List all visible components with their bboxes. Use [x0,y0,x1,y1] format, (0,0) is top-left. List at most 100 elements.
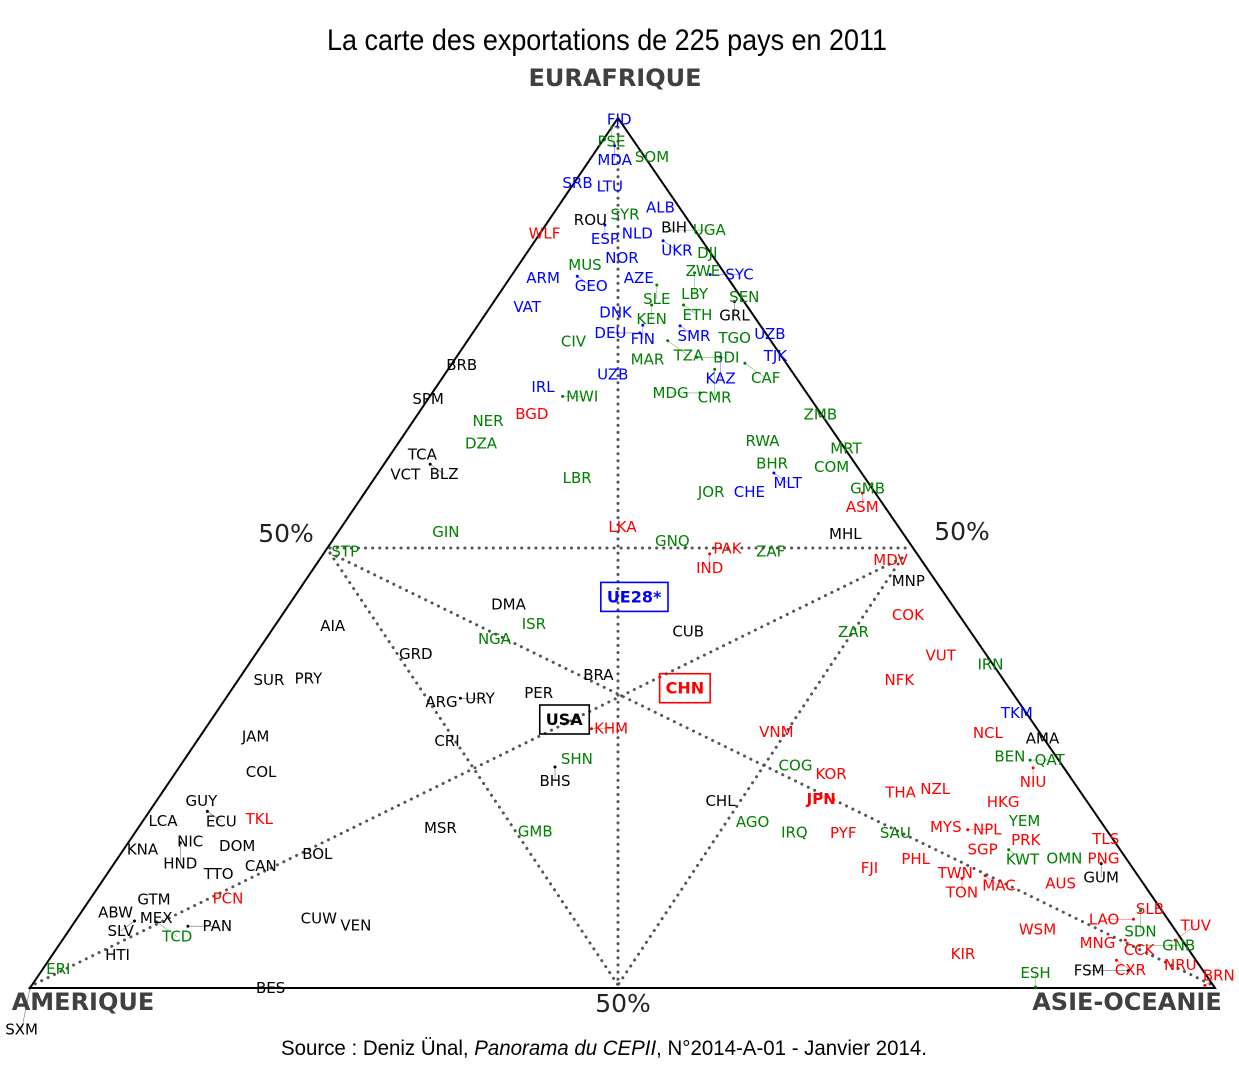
point-label-che: CHE [734,483,765,501]
point-label-pak: PAK [713,540,742,558]
point-label-mhl: MHL [829,525,862,543]
point-marker-tuv [1173,938,1177,942]
point-label-bih: BIH [661,218,687,236]
axis-label-top: EURAFRIQUE [528,64,701,92]
guide-line-left-to-right-vertex [328,551,1214,987]
point-label-mnp: MNP [892,572,925,590]
point-label-deu: DEU [594,324,626,342]
point-label-mng: MNG [1080,934,1116,952]
point-label-sdn: SDN [1124,923,1156,941]
point-marker-mdg [698,391,702,395]
point-label-aze: AZE [624,269,654,287]
leader-line-kwt [1008,849,1023,860]
point-label-lbr: LBR [563,469,592,487]
point-marker-sle [655,283,659,287]
point-label-sxm: SXM [5,1021,38,1039]
point-label-cmr: CMR [698,388,732,406]
point-label-tuv: TUV [1180,916,1212,934]
point-label-bra: BRA [583,666,614,684]
point-label-hnd: HND [163,855,197,873]
leader-line-slv [120,920,135,932]
point-label-kaz: KAZ [706,369,736,387]
point-label-srb: SRB [562,174,592,192]
point-marker-bdi [695,355,699,359]
point-marker-tcd [155,920,158,924]
point-label-tkm: TKM [1000,704,1033,722]
point-label-lca: LCA [148,812,178,830]
point-label-mlt: MLT [773,474,802,492]
point-label-civ: CIV [561,333,587,351]
point-label-rou: ROU [574,211,607,229]
point-label-tza: TZA [673,347,704,365]
point-label-wsm: WSM [1019,921,1056,939]
leader-line-smr [679,325,695,337]
point-label-bhr: BHR [756,454,788,472]
guide-line-left-to-bottom [328,551,620,987]
point-label-esh: ESH [1020,964,1050,982]
point-label-nfk: NFK [885,671,916,689]
point-label-esp: ESP [591,230,619,248]
point-marker-mlt [772,471,776,475]
point-label-zmb: ZMB [804,406,838,424]
point-label-gmb: GMB [518,822,553,840]
point-label-msr: MSR [424,819,457,837]
point-label-caf: CAF [751,369,780,387]
point-label-uga: UGA [693,221,727,239]
point-label-dza: DZA [465,434,498,452]
point-label-mex: MEX [140,909,173,927]
point-label-per: PER [524,684,553,702]
point-label-kwt: KWT [1006,851,1040,869]
point-label-spm: SPM [412,390,444,408]
point-label-dnk: DNK [599,304,633,322]
point-label-ury: URY [465,689,495,707]
point-label-zaf: ZAF [756,542,785,560]
point-label-nic: NIC [177,833,203,851]
point-label-nzl: NZL [920,780,950,798]
leader-line-blz [430,464,445,475]
point-label-prk: PRK [1011,831,1041,849]
point-label-gin: GIN [432,523,459,541]
point-marker-mda [613,144,617,148]
point-label-ven: VEN [340,916,371,934]
point-label-cuw: CUW [301,909,337,927]
point-label-gtm: GTM [137,890,170,908]
point-label-gnb: GNB [1162,936,1195,954]
midpoint-label-bottom: 50% [595,989,651,1018]
point-marker-caf [743,361,747,365]
point-label-cog: COG [779,756,813,774]
point-marker-ton [960,876,964,880]
point-label-hti: HTI [105,946,130,964]
point-label-asm: ASM [846,498,879,516]
point-label-tgo: TGO [717,329,751,347]
point-label-lao: LAO [1089,910,1120,928]
point-label-nor: NOR [605,249,638,267]
point-label-mwi: MWI [566,387,598,405]
midpoint-label-left: 50% [258,519,314,548]
point-label-pse: PSE [597,133,625,151]
point-marker-asm [860,491,864,495]
leader-line-eth [683,304,698,316]
point-label-bgd: BGD [515,405,548,423]
point-label-pan: PAN [203,917,233,935]
point-label-hkg: HKG [987,793,1020,811]
point-label-brn: BRN [1203,967,1235,985]
leader-line-ukr [662,240,678,251]
point-label-jor: JOR [697,483,725,501]
chart-title: La carte des exportations de 225 pays en… [327,24,887,57]
source-prefix: Source : Deniz Ünal, [281,1037,474,1060]
point-marker-smr [678,324,682,328]
point-marker-fsm [1126,969,1130,973]
point-label-vut: VUT [925,647,956,665]
point-label-yem: YEM [1008,812,1041,830]
point-label-slb: SLB [1136,900,1164,918]
point-marker-gnb [1138,943,1141,947]
point-marker-hnd [178,841,182,845]
leader-line-tuv [1174,925,1196,941]
point-marker-gum [1099,862,1103,866]
leader-line-mlt [773,472,788,484]
leader-line-cck [1125,939,1140,951]
point-label-tcd: TCD [161,928,192,946]
point-label-mys: MYS [930,818,962,836]
guide-line-right-to-left-vertex [31,556,904,987]
point-label-png: PNG [1088,849,1120,867]
